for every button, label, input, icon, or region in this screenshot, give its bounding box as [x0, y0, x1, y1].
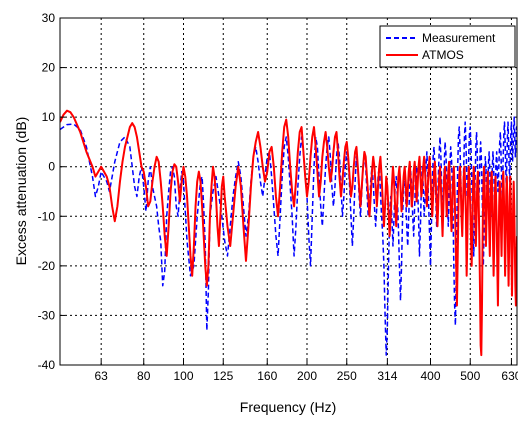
series-line-measurement — [60, 116, 517, 356]
y-tick-label: -30 — [38, 308, 56, 322]
y-tick-label: 20 — [42, 61, 56, 75]
x-tick-label: 63 — [94, 369, 108, 383]
x-tick-label: 250 — [337, 369, 357, 383]
x-tick-label: 125 — [213, 369, 233, 383]
legend-atmos-label: ATMOS — [422, 48, 464, 62]
y-tick-label: 0 — [48, 160, 55, 174]
x-tick-label: 80 — [137, 369, 151, 383]
legend-box — [379, 25, 516, 68]
x-tick-label: 100 — [173, 369, 193, 383]
x-tick-label: 160 — [257, 369, 277, 383]
x-tick-label: 400 — [420, 369, 440, 383]
y-tick-label: -40 — [38, 358, 56, 372]
series-layer — [60, 109, 517, 357]
x-axis-label: Frequency (Hz) — [240, 399, 336, 415]
y-tick-label: 10 — [42, 110, 56, 124]
plot-frame — [59, 17, 518, 366]
x-tick-label: 200 — [297, 369, 317, 383]
y-tick-label: 30 — [42, 11, 56, 25]
y-axis-label: Excess attenuation (dB) — [13, 117, 29, 266]
x-tick-label: 500 — [460, 369, 480, 383]
x-tick-label: 314 — [377, 369, 397, 383]
y-tick-label: -20 — [38, 259, 56, 273]
legend: Measurement ATMOS — [379, 25, 516, 68]
x-tick-label: 630 — [501, 369, 518, 383]
legend-measurement-label: Measurement — [422, 31, 496, 45]
y-tick-label: -10 — [38, 209, 56, 223]
series-line-atmos — [60, 109, 517, 357]
